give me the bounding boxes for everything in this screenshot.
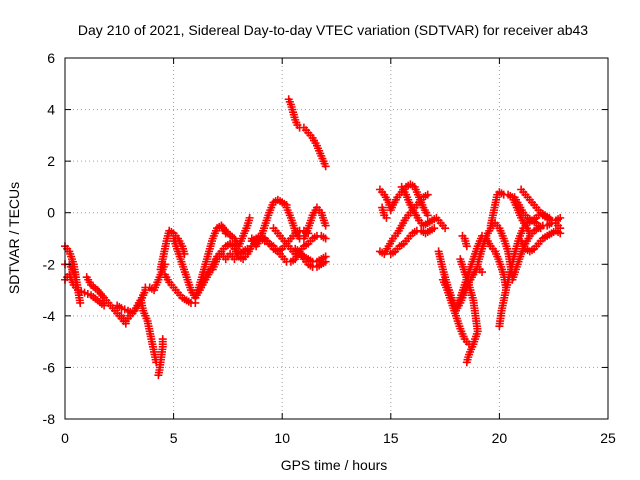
series-arc-28 xyxy=(386,224,439,258)
data-point xyxy=(545,213,554,222)
data-point xyxy=(76,298,85,307)
series-arc-10 xyxy=(156,226,189,274)
data-point xyxy=(321,162,330,171)
y-tick-label: -4 xyxy=(43,308,56,324)
data-point xyxy=(441,224,450,233)
data-points xyxy=(61,95,565,380)
data-point xyxy=(382,213,391,222)
series-arc-4 xyxy=(82,273,130,328)
data-point xyxy=(321,257,330,266)
series-arc-29 xyxy=(397,182,450,233)
chart-title: Day 210 of 2021, Sidereal Day-to-day VTE… xyxy=(78,22,588,38)
y-tick-label: -6 xyxy=(43,359,56,375)
series-arc-26 xyxy=(378,203,391,222)
data-point xyxy=(556,213,565,222)
y-tick-label: -2 xyxy=(43,256,56,272)
x-tick-label: 20 xyxy=(492,430,508,446)
data-point xyxy=(321,221,330,230)
series-arc-23 xyxy=(291,244,330,271)
x-tick-label: 25 xyxy=(600,430,616,446)
data-point xyxy=(462,358,471,367)
data-point xyxy=(321,234,330,243)
series-arc-20 xyxy=(260,231,330,266)
x-tick-label: 10 xyxy=(274,430,290,446)
axis-ticks: 0 5 10 15 20 25 -8 -6 -4 -2 0 2 4 6 xyxy=(43,50,616,446)
x-tick-label: 15 xyxy=(383,430,399,446)
x-tick-label: 0 xyxy=(61,430,69,446)
data-point xyxy=(423,190,432,199)
y-tick-label: 0 xyxy=(47,205,55,221)
y-tick-label: -8 xyxy=(43,411,56,427)
data-point xyxy=(462,242,471,251)
series-arc-39 xyxy=(508,219,565,284)
series-arc-32 xyxy=(456,255,482,367)
x-tick-label: 5 xyxy=(170,430,178,446)
series-arc-11 xyxy=(160,270,200,307)
data-point xyxy=(139,291,148,300)
series-arc-24 xyxy=(284,95,330,171)
series-arc-16 xyxy=(217,213,254,251)
y-tick-label: 6 xyxy=(47,50,55,66)
y-tick-label: 2 xyxy=(47,153,55,169)
x-axis-label: GPS time / hours xyxy=(281,457,388,473)
data-point xyxy=(245,213,254,222)
data-point xyxy=(423,211,432,220)
data-point xyxy=(478,268,487,277)
data-point xyxy=(158,335,167,344)
y-axis-label: SDTVAR / TECUs xyxy=(6,182,22,294)
series-arc-7 xyxy=(137,296,161,367)
data-point xyxy=(556,229,565,238)
series-arc-8 xyxy=(141,260,169,295)
data-point xyxy=(430,224,439,233)
series-arc-40 xyxy=(517,226,565,256)
y-tick-label: 4 xyxy=(47,102,55,118)
series-arc-9 xyxy=(154,335,167,380)
series-arc-35 xyxy=(473,219,517,282)
series-arc-36 xyxy=(486,188,534,238)
series-arc-22 xyxy=(282,203,330,243)
series-arc-42 xyxy=(510,193,554,225)
series-arc-34 xyxy=(458,231,471,251)
plot-frame xyxy=(64,57,609,420)
